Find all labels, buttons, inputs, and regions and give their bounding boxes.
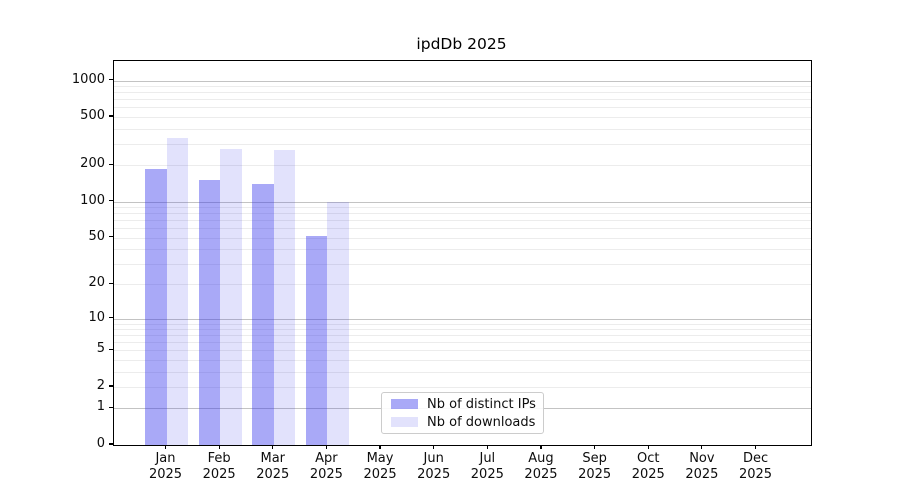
x-tick-label-jul: Jul 2025 [470, 451, 504, 482]
x-tick-label-feb: Feb 2025 [202, 451, 236, 482]
y-tick-mark [109, 348, 113, 351]
gridline-minor [114, 387, 811, 389]
bar-downloads-mar [273, 149, 296, 445]
gridline-minor [114, 350, 811, 352]
legend-label-distinct-ips: Nb of distinct IPs [427, 396, 536, 412]
x-tick-label-jun: Jun 2025 [417, 451, 451, 482]
gridline-minor [114, 86, 811, 88]
gridline-minor [114, 220, 811, 222]
y-tick-label: 200 [80, 156, 105, 172]
legend-swatch-distinct-ips [391, 399, 418, 409]
gridline-minor [114, 263, 811, 265]
x-tick-mark [594, 445, 596, 450]
x-tick-mark [272, 445, 274, 450]
legend: Nb of distinct IPs Nb of downloads [381, 392, 544, 434]
x-tick-mark [486, 445, 488, 450]
gridline-minor [114, 335, 811, 337]
y-tick-mark [109, 316, 113, 319]
x-tick-mark [164, 445, 167, 450]
legend-swatch-downloads [391, 417, 418, 427]
gridline-minor [114, 228, 811, 230]
x-tick-label-dec: Dec 2025 [738, 451, 773, 482]
plot-area [113, 60, 812, 446]
gridline-minor [114, 165, 811, 167]
gridline-minor [114, 329, 811, 331]
x-tick-mark [701, 445, 703, 450]
y-tick-mark [109, 385, 113, 387]
gridline-minor [114, 143, 811, 145]
gridline-minor [114, 92, 811, 94]
gridline-major [114, 318, 811, 320]
gridline-minor [114, 107, 811, 109]
legend-item-downloads: Nb of downloads [391, 414, 536, 430]
gridline-minor [114, 371, 811, 373]
x-tick-mark [325, 445, 327, 450]
y-tick-label: 10 [88, 309, 105, 325]
gridline-minor [114, 99, 811, 101]
gridline-minor [114, 249, 811, 251]
legend-item-distinct-ips: Nb of distinct IPs [391, 396, 536, 412]
x-tick-label-may: May 2025 [363, 451, 397, 482]
x-tick-label-aug: Aug 2025 [524, 451, 558, 482]
y-tick-mark [109, 115, 113, 117]
gridline-major [114, 201, 811, 203]
legend-label-downloads: Nb of downloads [427, 414, 536, 430]
y-tick-label: 500 [80, 108, 105, 124]
bar-downloads-jan [166, 138, 188, 445]
bar-distinct-ips-jan [145, 169, 167, 445]
y-tick-mark [109, 406, 113, 409]
gridline-minor [114, 342, 811, 344]
x-tick-label-mar: Mar 2025 [256, 451, 290, 482]
y-tick-label: 1000 [71, 71, 105, 87]
chart-title: ipdDb 2025 [416, 35, 507, 53]
gridline-minor [114, 237, 811, 239]
gridline-minor [114, 284, 811, 286]
bar-downloads-apr [327, 201, 349, 445]
y-tick-label: 5 [96, 341, 105, 357]
x-tick-label-apr: Apr 2025 [309, 451, 343, 482]
y-tick-label: 20 [88, 275, 105, 291]
bar-distinct-ips-apr [305, 235, 328, 445]
y-tick-mark [109, 236, 113, 238]
x-tick-label-nov: Nov 2025 [685, 451, 719, 482]
x-tick-mark [379, 445, 381, 450]
gridline-minor [114, 213, 811, 215]
y-tick-label: 1 [96, 399, 105, 415]
x-tick-label-oct: Oct 2025 [631, 451, 665, 482]
x-tick-mark [433, 445, 435, 450]
x-tick-mark [647, 445, 649, 450]
y-tick-mark [109, 163, 113, 165]
gridline-minor [114, 117, 811, 119]
gridline-minor [114, 128, 811, 130]
y-tick-label: 0 [96, 436, 105, 451]
bar-downloads-feb [220, 148, 242, 445]
y-tick-label: 50 [88, 228, 105, 244]
gridline-minor [114, 360, 811, 362]
gridline-minor [114, 323, 811, 325]
y-tick-mark [109, 282, 113, 284]
bar-distinct-ips-feb [198, 180, 221, 445]
gridline-major [114, 80, 811, 82]
y-tick-label: 100 [80, 192, 105, 208]
x-tick-mark [540, 445, 542, 450]
y-tick-label: 2 [96, 378, 105, 394]
gridline-minor [114, 207, 811, 209]
y-tick-mark [109, 199, 113, 202]
bar-distinct-ips-mar [252, 183, 274, 445]
x-tick-label-sep: Sep 2025 [578, 451, 612, 482]
y-tick-mark [109, 78, 113, 81]
x-tick-mark [754, 445, 757, 450]
x-tick-label-jan: Jan 2025 [148, 451, 183, 482]
x-tick-mark [218, 445, 220, 450]
y-tick-mark [109, 443, 113, 445]
